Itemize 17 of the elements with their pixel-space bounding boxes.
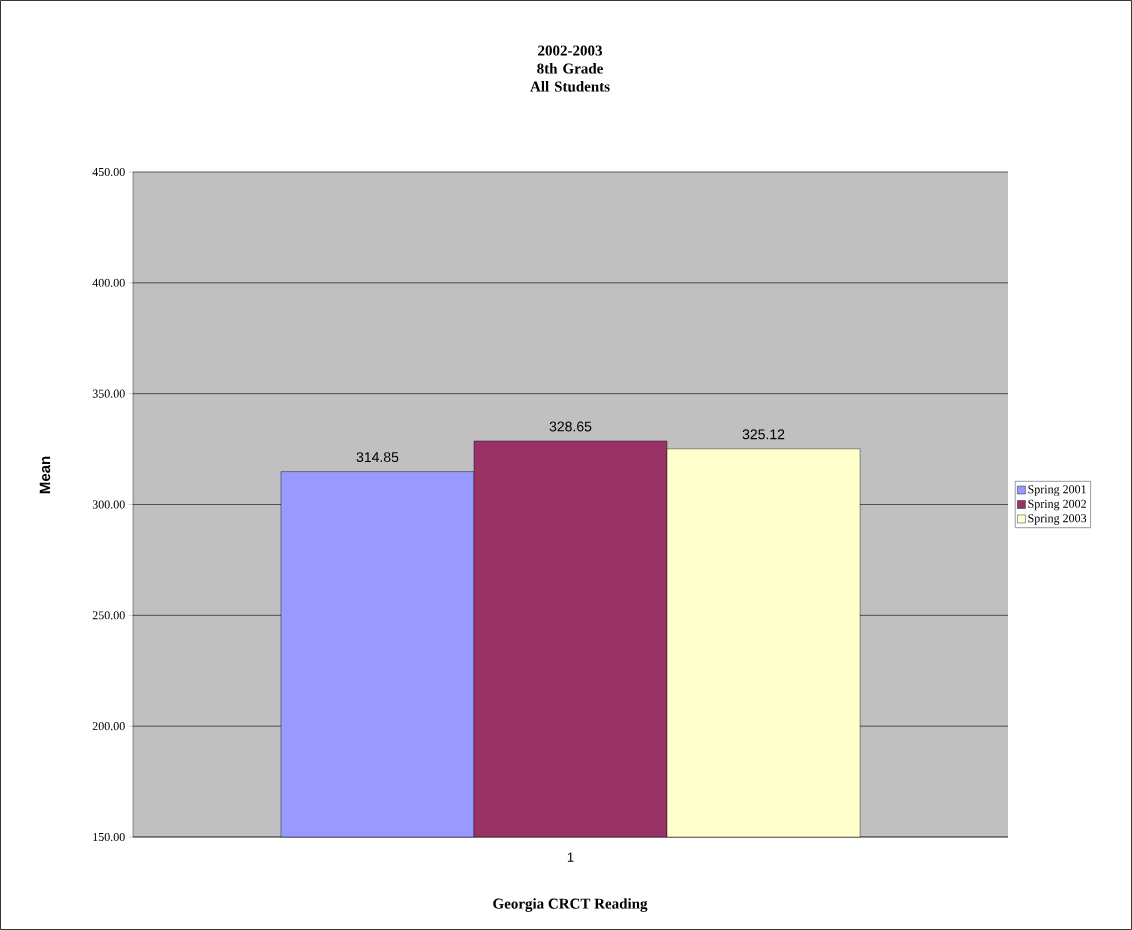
- y-tick-label: 200.00: [92, 722, 125, 731]
- data-label: 314.85: [356, 452, 399, 463]
- y-tick-label: 150.00: [93, 832, 125, 842]
- chart-title: 2002-2003 8th Grade All Students: [530, 45, 610, 92]
- data-label: 328.65: [549, 421, 592, 432]
- legend-label: Spring 2002: [1028, 499, 1086, 511]
- y-axis-title: Mean: [39, 456, 51, 494]
- x-tick-label: 1: [567, 852, 574, 862]
- legend-label: Spring 2001: [1028, 485, 1086, 496]
- y-tick-label: 250.00: [92, 611, 125, 620]
- y-tick-label: 400.00: [92, 278, 125, 287]
- x-axis-title: Georgia CRCT Reading: [493, 898, 648, 912]
- legend-label: Spring 2003: [1028, 514, 1087, 525]
- data-label: 325.12: [742, 429, 785, 440]
- y-tick-label: 450.00: [92, 167, 125, 177]
- y-tick-label: 300.00: [92, 500, 125, 509]
- y-tick-label: 350.00: [92, 389, 125, 398]
